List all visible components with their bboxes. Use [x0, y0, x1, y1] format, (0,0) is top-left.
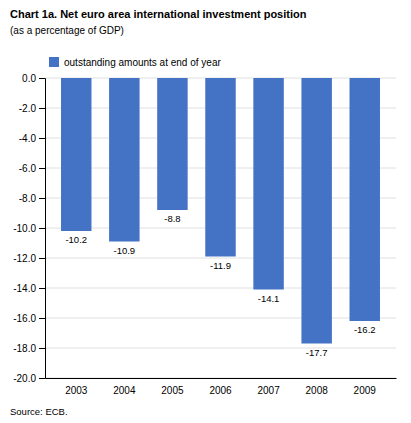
- y-tick-mark: [39, 198, 45, 199]
- bar: [61, 78, 91, 231]
- y-tick-label: 0.0: [22, 73, 36, 84]
- title: Chart 1a. Net euro area international in…: [10, 8, 307, 20]
- legend-swatch: [49, 57, 59, 67]
- bar: [301, 78, 331, 344]
- y-tick: -16.0: [13, 313, 45, 324]
- y-tick: -14.0: [13, 283, 45, 294]
- y-tick-mark: [39, 108, 45, 109]
- y-tick-label: -14.0: [13, 283, 36, 294]
- data-label: -8.8: [164, 213, 180, 224]
- y-tick-label: -8.0: [19, 193, 37, 204]
- x-tick-label: 2004: [113, 385, 136, 396]
- x-tick-label: 2007: [257, 385, 280, 396]
- x-tick: 2004: [113, 385, 136, 396]
- grid-line: [45, 318, 396, 319]
- grid-line: [45, 288, 396, 289]
- y-tick-mark: [39, 378, 45, 379]
- y-tick-mark: [39, 318, 45, 319]
- y-tick-label: -12.0: [13, 253, 36, 264]
- y-axis: 0.0 -2.0 -4.0 -6.0 -8.0 -10.0 -12.0 -14.0 -16.0 -…: [13, 73, 45, 384]
- bar: [205, 78, 235, 257]
- x-tick: 2007: [257, 385, 280, 396]
- data-label: -10.9: [114, 245, 136, 256]
- y-tick: -12.0: [13, 253, 45, 264]
- x-tick: 2009: [354, 385, 377, 396]
- data-label: -11.9: [210, 260, 231, 271]
- x-tick-label: 2006: [209, 385, 232, 396]
- x-tick-label: 2005: [161, 385, 184, 396]
- legend-item: outstanding amounts at end of year: [49, 57, 221, 68]
- y-tick-label: -2.0: [19, 103, 37, 114]
- y-tick-mark: [39, 138, 45, 139]
- x-tick-label: 2009: [354, 385, 377, 396]
- y-tick: -4.0: [19, 133, 45, 144]
- bar: [109, 78, 139, 242]
- bars: [61, 78, 380, 344]
- y-tick: -2.0: [19, 103, 45, 114]
- y-tick-mark: [39, 348, 45, 349]
- y-tick-mark: [39, 288, 45, 289]
- grid-line: [45, 348, 396, 349]
- x-tick: 2005: [161, 385, 184, 396]
- x-tick: 2006: [209, 385, 232, 396]
- y-tick-label: -20.0: [13, 373, 36, 384]
- data-label: -14.1: [258, 293, 280, 304]
- x-tick-label: 2008: [306, 385, 329, 396]
- subtitle: (as a percentage of GDP): [10, 25, 124, 36]
- bar: [157, 78, 187, 210]
- y-tick-mark: [39, 78, 45, 79]
- y-tick-label: -4.0: [19, 133, 37, 144]
- y-tick-label: -10.0: [13, 223, 36, 234]
- data-labels: -10.2 -10.9 -8.8 -11.9 -14.1 -17.7 -16.2: [65, 213, 375, 358]
- grid-line: [45, 258, 396, 259]
- x-tick: 2008: [306, 385, 329, 396]
- y-axis-line: [39, 79, 46, 379]
- data-label: -16.2: [354, 324, 376, 335]
- y-tick-mark: [39, 228, 45, 229]
- y-tick: -10.0: [13, 223, 45, 234]
- chart: Chart 1a. Net euro area international in…: [0, 0, 411, 423]
- y-tick-mark: [39, 258, 45, 259]
- y-tick-label: -18.0: [13, 343, 36, 354]
- x-tick: 2003: [65, 385, 88, 396]
- y-tick-label: -16.0: [13, 313, 36, 324]
- legend-label: outstanding amounts at end of year: [64, 57, 221, 68]
- grid-line: [45, 378, 396, 379]
- plot: -10.2 -10.9 -8.8 -11.9 -14.1 -17.7 -16.2 0.0 -2.…: [13, 73, 396, 396]
- bar: [253, 78, 283, 290]
- y-tick: -20.0: [13, 373, 45, 384]
- grid: [45, 78, 396, 378]
- x-tick-label: 2003: [65, 385, 88, 396]
- y-tick-mark: [39, 168, 45, 169]
- y-tick: 0.0: [22, 73, 45, 84]
- y-tick: -6.0: [19, 163, 45, 174]
- x-axis-line: [46, 378, 397, 379]
- bar: [350, 78, 380, 321]
- data-label: -10.2: [65, 234, 87, 245]
- data-label: -17.7: [306, 347, 328, 358]
- annotation: Source: ECB.: [10, 406, 68, 417]
- y-tick-label: -6.0: [19, 163, 37, 174]
- x-axis: 2003 2004 2005 2006 2007 2008 2009: [46, 379, 397, 397]
- y-tick: -8.0: [19, 193, 45, 204]
- legend: outstanding amounts at end of year: [49, 57, 221, 68]
- y-tick: -18.0: [13, 343, 45, 354]
